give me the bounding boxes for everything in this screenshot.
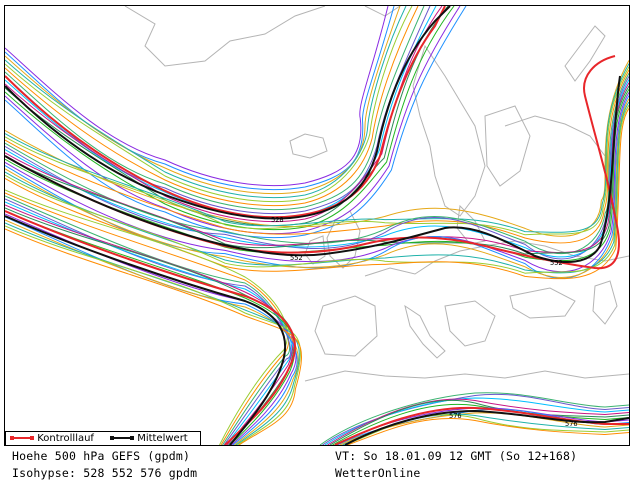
russia-interior-outline	[504, 115, 606, 157]
ensemble-member-line	[5, 98, 629, 278]
ensemble-member-line	[5, 60, 629, 237]
control-contour-528	[5, 6, 446, 219]
ensemble-member-line	[5, 85, 629, 255]
caption-left-line2: Isohypse: 528 552 576 gpdm	[12, 466, 198, 480]
ensemble-member-line	[319, 392, 629, 445]
ensemble-member-line	[5, 192, 289, 445]
ensemble-member-line	[5, 228, 303, 445]
ensemble-member-line	[5, 66, 629, 236]
ensemble-member-line	[327, 398, 629, 445]
ensemble-member-line	[5, 207, 295, 445]
mean-contour-552	[5, 75, 621, 263]
ensemble-member-line	[5, 6, 455, 231]
ensemble-map: 528 552 552 576 576	[5, 6, 629, 445]
greenland-outline	[124, 6, 326, 67]
africa-coast-outline	[304, 370, 629, 382]
control-contour-552b	[5, 210, 296, 445]
control-contour-552	[5, 55, 620, 270]
ensemble-member-line	[5, 6, 389, 187]
ensemble-member-line	[5, 219, 299, 445]
caption-left-line1: Hoehe 500 hPa GEFS (gpdm)	[12, 449, 191, 463]
contour-label-576: 576	[449, 412, 462, 420]
ensemble-member-line	[5, 88, 629, 262]
land-outlines	[124, 6, 629, 382]
ensemble-member-line	[344, 414, 629, 445]
baltic-outline	[456, 204, 486, 245]
mean-contour-576	[344, 409, 629, 445]
ensemble-member-line	[5, 222, 300, 445]
control-run-contours	[5, 6, 629, 445]
ensemble-member-line	[5, 6, 467, 239]
ensemble-member-line	[5, 69, 629, 244]
ensemble-member-line	[5, 6, 395, 191]
legend-control-label: Kontrolllauf	[37, 433, 94, 444]
ensemble-member-line	[5, 6, 401, 195]
contour-label-552: 552	[290, 254, 303, 262]
scandinavia-outline	[412, 44, 486, 217]
ensemble-member-line	[5, 95, 629, 279]
legend-item-mean: Mittelwert	[110, 432, 188, 445]
ensemble-member-line	[5, 6, 413, 203]
caption-right-line1: VT: So 18.01.09 12 GMT (So 12+168)	[335, 449, 578, 463]
balkans-outline	[444, 300, 496, 347]
contour-label-576-east: 576	[565, 420, 578, 428]
ensemble-member-line	[5, 210, 296, 445]
svalbard-outline	[364, 6, 401, 17]
ensemble-member-line	[5, 79, 629, 258]
italy-outline	[404, 304, 446, 359]
ensemble-member-line	[5, 63, 629, 233]
contour-label-552-east: 552	[550, 259, 563, 267]
contour-label-528: 528	[271, 216, 284, 224]
caption-right-line2: WetterOnline	[335, 466, 421, 480]
caspian-outline	[592, 280, 618, 325]
ensemble-member-line	[5, 195, 291, 445]
ensemble-member-line	[347, 417, 629, 445]
control-line-swatch	[10, 436, 34, 440]
ensemble-member-line	[5, 6, 425, 211]
novaya-zemlya-outline	[564, 25, 606, 82]
iceland-outline	[289, 133, 328, 159]
ensemble-member-line	[322, 393, 629, 445]
ensemble-member-line	[5, 6, 461, 235]
map-legend: Kontrolllauf Mittelwert	[5, 431, 201, 445]
mean-contour-528	[5, 6, 451, 220]
legend-item-control: Kontrolllauf	[10, 432, 94, 445]
ensemble-member-line	[332, 403, 629, 445]
ensemble-member-line	[329, 399, 629, 445]
map-frame: 528 552 552 576 576 Kontrolllauf Mittelw…	[4, 5, 630, 446]
ensemble-member-line	[5, 6, 419, 207]
finland-outline	[484, 105, 531, 187]
british-isles-outline	[326, 210, 361, 269]
iberia-outline	[314, 295, 378, 357]
black-sea-outline	[509, 287, 576, 319]
mean-line-swatch	[110, 436, 134, 440]
contour-labels: 528 552 552 576 576	[271, 216, 578, 428]
ensemble-member-line	[5, 189, 288, 445]
ensemble-member-line	[5, 6, 407, 199]
legend-mean-label: Mittelwert	[137, 433, 188, 444]
ensemble-member-line	[5, 225, 301, 445]
mean-contours	[5, 6, 629, 445]
mean-contour-552b	[5, 215, 287, 445]
ensemble-contours	[5, 6, 629, 445]
